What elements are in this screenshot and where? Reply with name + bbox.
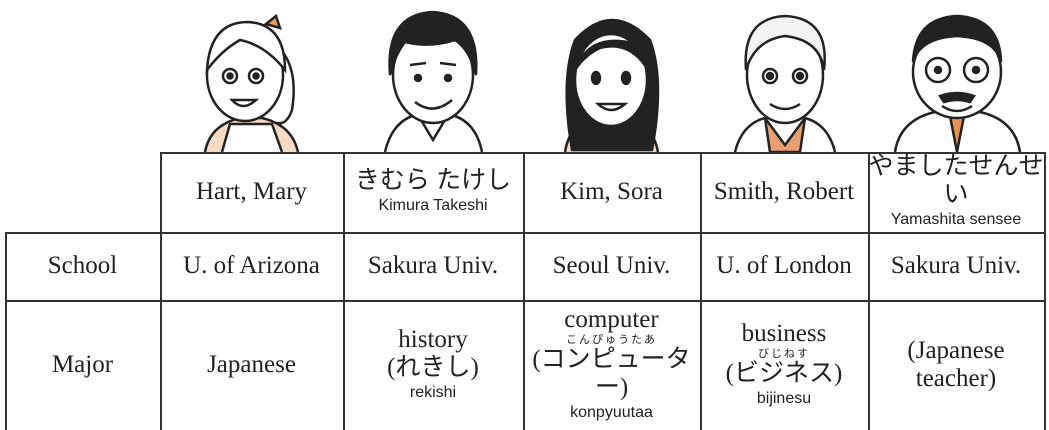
cell-line: Seoul Univ. <box>552 252 671 279</box>
cell-romaji: bijinesu <box>756 390 812 407</box>
cell-line: history <box>398 326 468 353</box>
portraits <box>203 10 1022 152</box>
rule <box>1044 152 1046 430</box>
table-cell: U. of Arizona <box>160 232 343 300</box>
cell-line: Japanese <box>207 351 296 378</box>
cell-line: business <box>741 320 827 347</box>
table-cell: (Japanese teacher) <box>868 300 1044 430</box>
table-cell: Sakura Univ. <box>868 232 1044 300</box>
row-label-text: Major <box>51 351 114 378</box>
header-cell: やましたせんせい Yamashita sensee <box>868 152 1044 232</box>
portrait-takeshi <box>383 10 484 152</box>
table-cell: U. of London <box>700 232 868 300</box>
cell-line: (コンピューター) <box>532 346 691 401</box>
person-name: Hart, Mary <box>195 178 308 205</box>
rule <box>160 152 162 430</box>
table-cell: computer こんぴゅうたあ (コンピューター) konpyuutaa <box>523 300 700 430</box>
header-cell: Hart, Mary <box>160 152 343 232</box>
table-cell: Japanese <box>160 300 343 430</box>
cell-line: computer <box>564 306 659 333</box>
person-romaji: Yamashita sensee <box>890 211 1022 228</box>
header-cell: Kim, Sora <box>523 152 700 232</box>
person-name: やましたせんせい <box>868 153 1044 208</box>
portrait-yamashita <box>893 14 1022 152</box>
rule <box>343 152 345 430</box>
table-cell: business びじねす (ビジネス) bijinesu <box>700 300 868 430</box>
header-cell: きむら たけし Kimura Takeshi <box>343 152 523 232</box>
person-name: Kim, Sora <box>560 178 663 205</box>
person-name: Smith, Robert <box>713 178 855 205</box>
furigana: びじねす <box>758 348 810 360</box>
rule <box>5 232 7 430</box>
portrait-robert <box>733 14 837 152</box>
row-label: Major <box>5 300 160 430</box>
cell-line: teacher) <box>915 365 997 392</box>
cell-line: U. of London <box>716 252 852 279</box>
header-cell: Smith, Robert <box>700 152 868 232</box>
cell-line: Sakura Univ. <box>367 252 499 279</box>
portrait-mary <box>203 13 300 152</box>
cell-line: (ビジネス) <box>725 360 843 387</box>
cell-romaji: rekishi <box>409 384 457 401</box>
cell-romaji: konpyuutaa <box>570 404 653 421</box>
rule <box>700 152 702 430</box>
cell-line: (Japanese <box>907 337 1005 364</box>
row-label-text: School <box>47 252 118 279</box>
table-cell: history (れきし) rekishi <box>343 300 523 430</box>
table-cell: Seoul Univ. <box>523 232 700 300</box>
cell-line: U. of Arizona <box>183 252 320 279</box>
portrait-sora <box>563 18 660 152</box>
rule <box>160 152 1044 154</box>
person-romaji: Kimura Takeshi <box>378 197 488 214</box>
cell-line: (れきし) <box>387 354 479 381</box>
table-cell: Sakura Univ. <box>343 232 523 300</box>
row-label: School <box>5 232 160 300</box>
rule <box>868 152 870 430</box>
person-name: きむら たけし <box>354 167 512 194</box>
cell-line: Sakura Univ. <box>890 252 1022 279</box>
furigana: こんぴゅうたあ <box>566 334 657 346</box>
rule <box>523 152 525 430</box>
